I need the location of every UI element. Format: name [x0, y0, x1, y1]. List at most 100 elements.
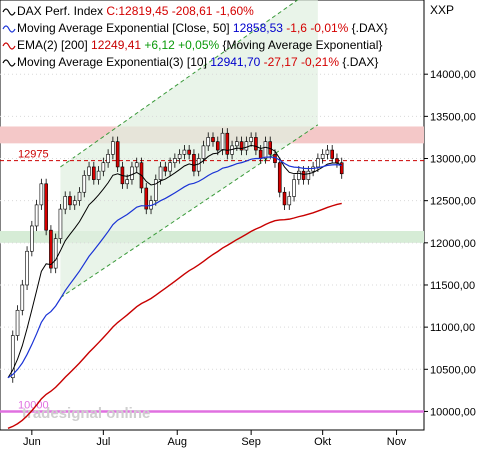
watermark-text: tradesignal online: [22, 405, 150, 422]
candle-body: [215, 141, 220, 151]
candle-body: [92, 166, 96, 180]
candle-body: [325, 149, 330, 155]
x-tick-label: Jul: [96, 436, 110, 448]
candle-body: [330, 149, 334, 159]
legend-text: +6,12 +0,05%: [141, 38, 219, 52]
candle-body: [192, 153, 196, 172]
legend-entry: Moving Average Exponential [Close, 50] 1…: [17, 21, 388, 35]
legend-swatch: [2, 42, 16, 50]
candle-body: [168, 162, 172, 172]
legend-text: Moving Average Exponential(3) [10]: [17, 55, 207, 69]
candle-body: [39, 183, 44, 206]
y-tick-label: 12500,00: [430, 196, 476, 208]
candle-body: [277, 162, 282, 193]
candle-body: [115, 141, 120, 168]
candle-body: [25, 250, 29, 286]
candle-body: [163, 166, 168, 172]
y-tick-label: 13500,00: [430, 111, 476, 123]
right-axis-label: XXP: [430, 3, 454, 17]
candle-body: [211, 137, 215, 142]
candle-body: [335, 158, 339, 164]
candle-body: [173, 158, 177, 164]
legend-text: -1,60%: [212, 4, 254, 18]
candle-body: [182, 149, 187, 155]
candle-body: [235, 141, 239, 147]
y-tick-label: 14000,00: [430, 69, 476, 81]
y-tick-label: 12000,00: [430, 238, 476, 250]
x-tick-label: Sep: [241, 436, 261, 448]
candle-body: [220, 132, 225, 151]
candle-body: [30, 225, 34, 252]
candle-body: [15, 309, 20, 336]
candle-body: [206, 137, 211, 147]
ema200-line: [7, 202, 342, 429]
level-label: 12975: [18, 149, 49, 161]
zone-1: [0, 231, 424, 243]
candle-body: [144, 187, 149, 210]
legend-text: -27,17 -0,21%: [260, 55, 339, 69]
candle-body: [53, 238, 58, 269]
candle-body: [158, 166, 163, 180]
y-axis: 10000,00 10500,00 11000,00 11500,00 12000,00…: [424, 69, 476, 418]
candle-body: [10, 335, 15, 379]
y-tick-label: 11000,00: [430, 322, 475, 334]
candle-body: [96, 170, 101, 180]
candle-body: [187, 149, 191, 155]
horizontal-levels: 12975 10000: [0, 149, 424, 413]
x-tick-label: Aug: [167, 436, 187, 448]
candle-body: [282, 191, 287, 206]
candle-body: [258, 149, 263, 159]
candle-body: [177, 153, 182, 159]
candle-body: [44, 183, 48, 231]
legend-text: Moving Average Exponential [Close, 50]: [17, 21, 230, 35]
legend-text: 12249,41: [88, 38, 142, 52]
legend-text: -208,61: [168, 4, 212, 18]
y-tick-label: 11500,00: [430, 280, 475, 292]
candle-body: [316, 158, 320, 168]
y-tick-label: 13000,00: [430, 154, 476, 166]
legend-entry: DAX Perf. Index C:12819,45 -208,61 -1,60…: [17, 4, 254, 18]
ema10-line: [7, 144, 342, 378]
legend-swatch: [2, 59, 16, 67]
candle-body: [87, 166, 91, 176]
candle-body: [225, 132, 230, 155]
legend-swatch: [2, 8, 16, 16]
candle-body: [82, 175, 87, 193]
ema50-line: [7, 156, 342, 379]
candle-body: [58, 208, 63, 239]
candle-body: [301, 170, 306, 180]
candle-body: [196, 158, 201, 172]
legend-text: C:12819,45: [103, 4, 169, 18]
y-tick-label: 10500,00: [430, 364, 476, 376]
y-tick-label: 10000,00: [430, 406, 476, 418]
candle-body: [287, 196, 292, 206]
level-label: 10000: [18, 399, 49, 411]
legend-text: EMA(2) [200]: [17, 38, 88, 52]
candle-body: [77, 191, 82, 201]
candle-body: [134, 162, 139, 168]
legend-text: {.DAX}: [348, 21, 387, 35]
candle-body: [49, 229, 53, 269]
candle-body: [106, 153, 110, 164]
candle-body: [34, 204, 39, 227]
candle-body: [101, 162, 106, 172]
candle-body: [72, 200, 77, 206]
x-axis: Jun Jul Aug Sep Okt Nov: [23, 430, 407, 448]
candle-body: [297, 170, 301, 180]
legend-text: -1,6 -0,01%: [283, 21, 349, 35]
legend: DAX Perf. Index C:12819,45 -208,61 -1,60…: [2, 4, 388, 69]
candle-body: [153, 179, 158, 201]
legend-entry: EMA(2) [200] 12249,41 +6,12 +0,05% {Movi…: [17, 38, 382, 52]
candle-body: [254, 137, 258, 151]
candle-body: [244, 141, 249, 151]
legend-entry: Moving Average Exponential(3) [10] 12941…: [17, 55, 378, 69]
candle-body: [339, 162, 344, 175]
x-tick-label: Jun: [23, 436, 41, 448]
candle-body: [125, 179, 129, 185]
legend-text: DAX Perf. Index: [17, 4, 103, 18]
candle-body: [201, 145, 206, 159]
candle-body: [111, 141, 115, 155]
candle-body: [63, 196, 68, 210]
